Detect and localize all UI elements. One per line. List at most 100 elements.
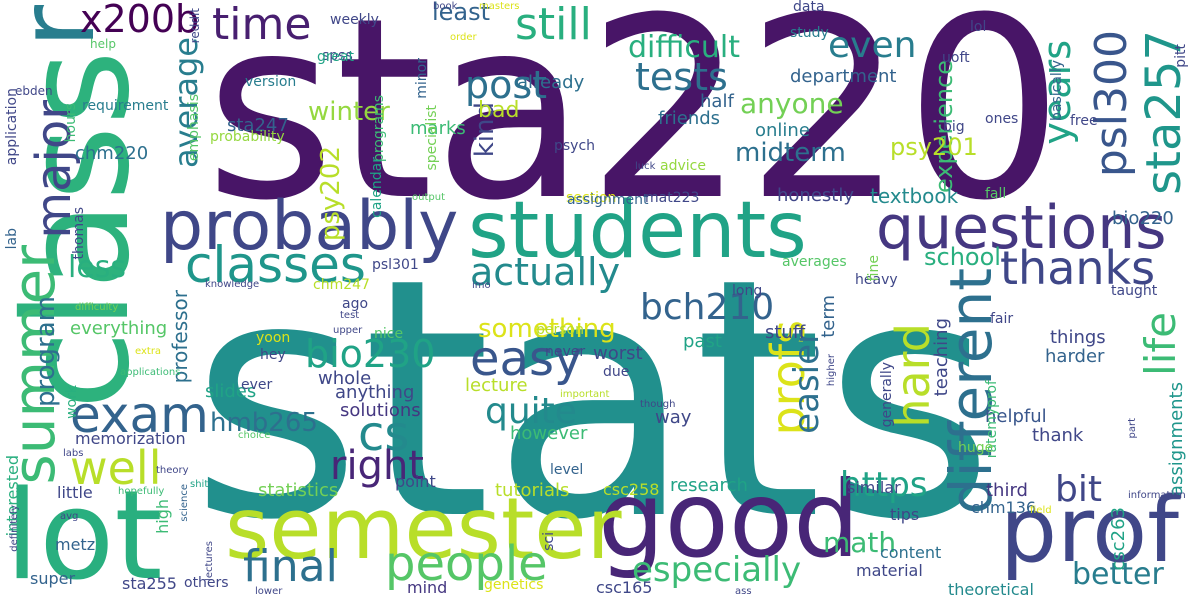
cloud-word: right bbox=[330, 443, 424, 489]
cloud-word: higher bbox=[826, 354, 837, 387]
cloud-word: super bbox=[30, 569, 76, 588]
cloud-word: pitt bbox=[1173, 44, 1189, 68]
cloud-word: test bbox=[340, 310, 360, 321]
cloud-word: reddit bbox=[188, 8, 202, 44]
cloud-word: level bbox=[550, 462, 584, 478]
cloud-word: math bbox=[823, 526, 897, 559]
cloud-word: hard bbox=[886, 323, 940, 428]
cloud-word: big bbox=[943, 119, 965, 135]
cloud-word: good bbox=[598, 459, 860, 581]
cloud-word: thomas bbox=[71, 207, 87, 260]
cloud-word: online bbox=[755, 120, 810, 141]
cloud-word: study bbox=[790, 25, 829, 41]
cloud-word: bio230 bbox=[305, 332, 436, 376]
cloud-word: fair bbox=[990, 311, 1014, 327]
cloud-word: ever bbox=[241, 377, 273, 393]
cloud-word: science bbox=[179, 484, 190, 522]
cloud-word: anything bbox=[335, 382, 415, 403]
cloud-word: third bbox=[986, 480, 1028, 501]
cloud-word: applications bbox=[120, 367, 181, 378]
cloud-word: hey bbox=[260, 347, 286, 363]
cloud-word: psl301 bbox=[372, 257, 419, 273]
cloud-word: stats bbox=[190, 208, 995, 592]
cloud-word: upper bbox=[333, 325, 363, 336]
cloud-word: though bbox=[640, 399, 676, 410]
cloud-word: chm247 bbox=[313, 277, 370, 293]
cloud-word: heavy bbox=[855, 272, 898, 288]
cloud-word: advice bbox=[660, 158, 706, 174]
cloud-word: application bbox=[4, 88, 20, 166]
cloud-word: tutorials bbox=[495, 480, 570, 501]
cloud-word: thank bbox=[1032, 425, 1084, 446]
cloud-word: bch210 bbox=[640, 287, 775, 328]
cloud-word: programs bbox=[371, 95, 387, 163]
cloud-word: masters bbox=[479, 1, 520, 12]
cloud-word: sta247 bbox=[227, 115, 289, 136]
cloud-word: sta255 bbox=[122, 574, 177, 593]
cloud-word: well bbox=[70, 441, 162, 495]
cloud-word: assignments bbox=[1166, 382, 1187, 497]
cloud-word: life bbox=[1136, 312, 1185, 376]
cloud-word: high bbox=[153, 499, 172, 534]
cloud-word: sci bbox=[541, 532, 557, 551]
cloud-word: statistics bbox=[258, 480, 339, 501]
cloud-word: genetics bbox=[484, 577, 544, 593]
cloud-word: bio220 bbox=[1112, 208, 1174, 229]
cloud-word: knowledge bbox=[205, 279, 260, 290]
cloud-word: generally bbox=[879, 362, 895, 428]
cloud-word: field bbox=[1030, 505, 1052, 516]
cloud-word: difficult bbox=[628, 30, 740, 65]
cloud-word: research bbox=[670, 475, 748, 496]
cloud-word: version bbox=[245, 74, 297, 90]
cloud-word: theoretical bbox=[948, 580, 1034, 599]
cloud-word: nice bbox=[374, 326, 404, 342]
cloud-word: never bbox=[545, 344, 586, 360]
cloud-word: https bbox=[840, 465, 928, 505]
cloud-word: information bbox=[1128, 490, 1186, 501]
cloud-word: important bbox=[560, 389, 610, 400]
cloud-word: quite bbox=[485, 391, 577, 432]
cloud-word: weekly bbox=[330, 12, 379, 28]
cloud-word: taught bbox=[1111, 283, 1158, 299]
cloud-word: department bbox=[790, 66, 897, 87]
cloud-word: worst bbox=[593, 343, 643, 364]
cloud-word: better bbox=[1072, 557, 1164, 592]
cloud-word: assignment bbox=[567, 192, 649, 208]
cloud-word: lol bbox=[970, 19, 987, 35]
cloud-word: lower bbox=[255, 586, 283, 597]
cloud-word: thanks bbox=[1000, 241, 1156, 295]
cloud-word: person bbox=[536, 322, 584, 338]
cloud-word: specialist bbox=[424, 105, 440, 171]
cloud-word: solutions bbox=[340, 400, 421, 421]
cloud-word: similar bbox=[847, 478, 901, 497]
cloud-word: probably bbox=[160, 187, 459, 266]
cloud-word: people bbox=[385, 536, 548, 592]
cloud-word: especially bbox=[632, 550, 802, 590]
cloud-word: still bbox=[515, 0, 592, 50]
cloud-word: emphasis bbox=[186, 94, 202, 162]
cloud-word: half bbox=[700, 91, 734, 112]
cloud-word: way bbox=[655, 407, 692, 428]
cloud-word: shit bbox=[190, 479, 209, 490]
cloud-word: theory bbox=[156, 465, 189, 476]
cloud-word: helpful bbox=[985, 406, 1047, 427]
cloud-word: output bbox=[412, 192, 445, 203]
cloud-word: teaching bbox=[931, 318, 952, 397]
cloud-word: students bbox=[468, 186, 807, 276]
cloud-word: material bbox=[856, 561, 923, 580]
cloud-word: less bbox=[68, 250, 127, 285]
cloud-word: psy201 bbox=[890, 133, 978, 161]
cloud-word: friends bbox=[658, 108, 721, 129]
cloud-word: labs bbox=[63, 448, 84, 459]
cloud-word: memorization bbox=[75, 429, 186, 448]
cloud-word: marks bbox=[410, 118, 466, 139]
cloud-word: easier bbox=[787, 330, 827, 434]
cloud-word: psych bbox=[554, 138, 596, 154]
cloud-word: slides bbox=[205, 381, 257, 402]
cloud-word: semester bbox=[225, 480, 622, 579]
cloud-word: stuff bbox=[765, 322, 806, 343]
cloud-word: ago bbox=[342, 296, 369, 312]
cloud-word: point bbox=[395, 472, 436, 491]
cloud-word: program bbox=[31, 296, 61, 407]
